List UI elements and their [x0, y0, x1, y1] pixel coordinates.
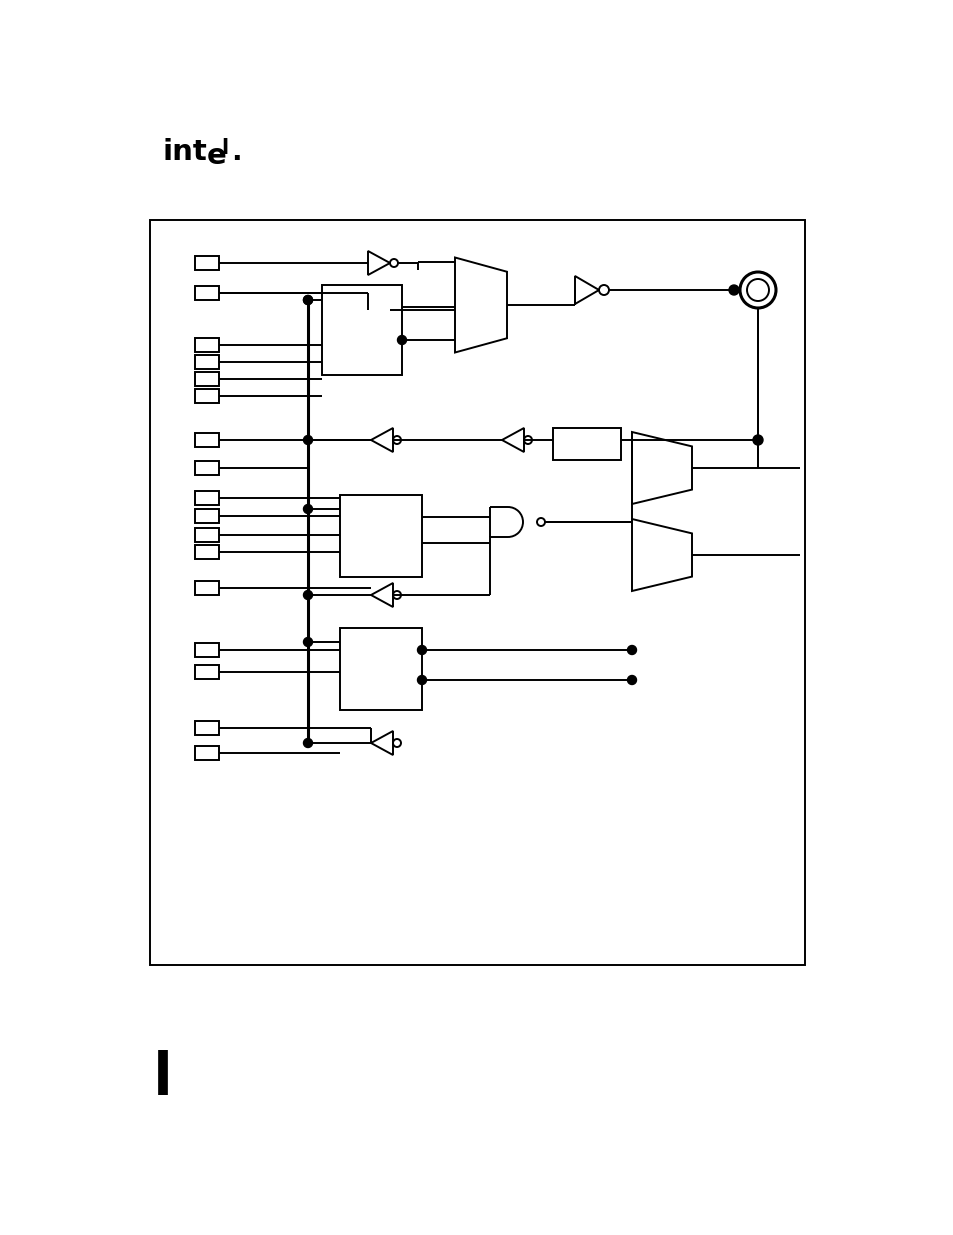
Bar: [553, 429, 620, 459]
Bar: [194, 664, 219, 679]
Bar: [194, 354, 219, 369]
Bar: [194, 746, 219, 760]
Polygon shape: [368, 298, 390, 322]
Circle shape: [303, 637, 313, 646]
Circle shape: [303, 739, 313, 747]
Bar: [194, 580, 219, 595]
Bar: [194, 643, 219, 657]
Bar: [194, 529, 219, 542]
Circle shape: [303, 590, 313, 599]
Circle shape: [537, 517, 544, 526]
Bar: [194, 372, 219, 387]
Circle shape: [393, 592, 400, 599]
Bar: [194, 287, 219, 300]
Bar: [194, 721, 219, 735]
Circle shape: [627, 646, 636, 655]
Bar: [194, 338, 219, 352]
Polygon shape: [368, 251, 390, 275]
Circle shape: [397, 336, 406, 345]
Text: int: int: [163, 138, 208, 165]
Circle shape: [303, 436, 313, 445]
Bar: [194, 256, 219, 270]
Circle shape: [598, 285, 608, 295]
Circle shape: [303, 505, 313, 514]
Polygon shape: [371, 731, 393, 755]
Circle shape: [417, 646, 426, 655]
Polygon shape: [455, 258, 506, 352]
Bar: [194, 389, 219, 403]
Bar: [194, 509, 219, 522]
Bar: [339, 495, 421, 577]
Text: l: l: [221, 138, 228, 158]
Circle shape: [390, 259, 397, 267]
Bar: [150, 220, 804, 965]
Polygon shape: [631, 519, 691, 592]
Bar: [194, 545, 219, 559]
Circle shape: [627, 676, 636, 684]
Circle shape: [390, 306, 397, 314]
Polygon shape: [371, 429, 393, 452]
Bar: [339, 629, 421, 710]
Polygon shape: [501, 429, 523, 452]
Circle shape: [303, 295, 313, 305]
Circle shape: [728, 285, 739, 295]
Text: .: .: [231, 138, 241, 165]
Polygon shape: [575, 275, 598, 304]
Bar: [322, 285, 401, 375]
Circle shape: [746, 279, 768, 301]
Circle shape: [393, 739, 400, 747]
Circle shape: [740, 272, 775, 308]
Polygon shape: [371, 583, 393, 606]
Circle shape: [303, 295, 313, 305]
Circle shape: [752, 435, 762, 445]
Circle shape: [393, 436, 400, 445]
Circle shape: [417, 676, 426, 684]
Text: e: e: [207, 142, 227, 170]
Circle shape: [523, 436, 532, 445]
Bar: [194, 492, 219, 505]
Polygon shape: [631, 432, 691, 504]
Bar: [194, 433, 219, 447]
Bar: [194, 461, 219, 475]
